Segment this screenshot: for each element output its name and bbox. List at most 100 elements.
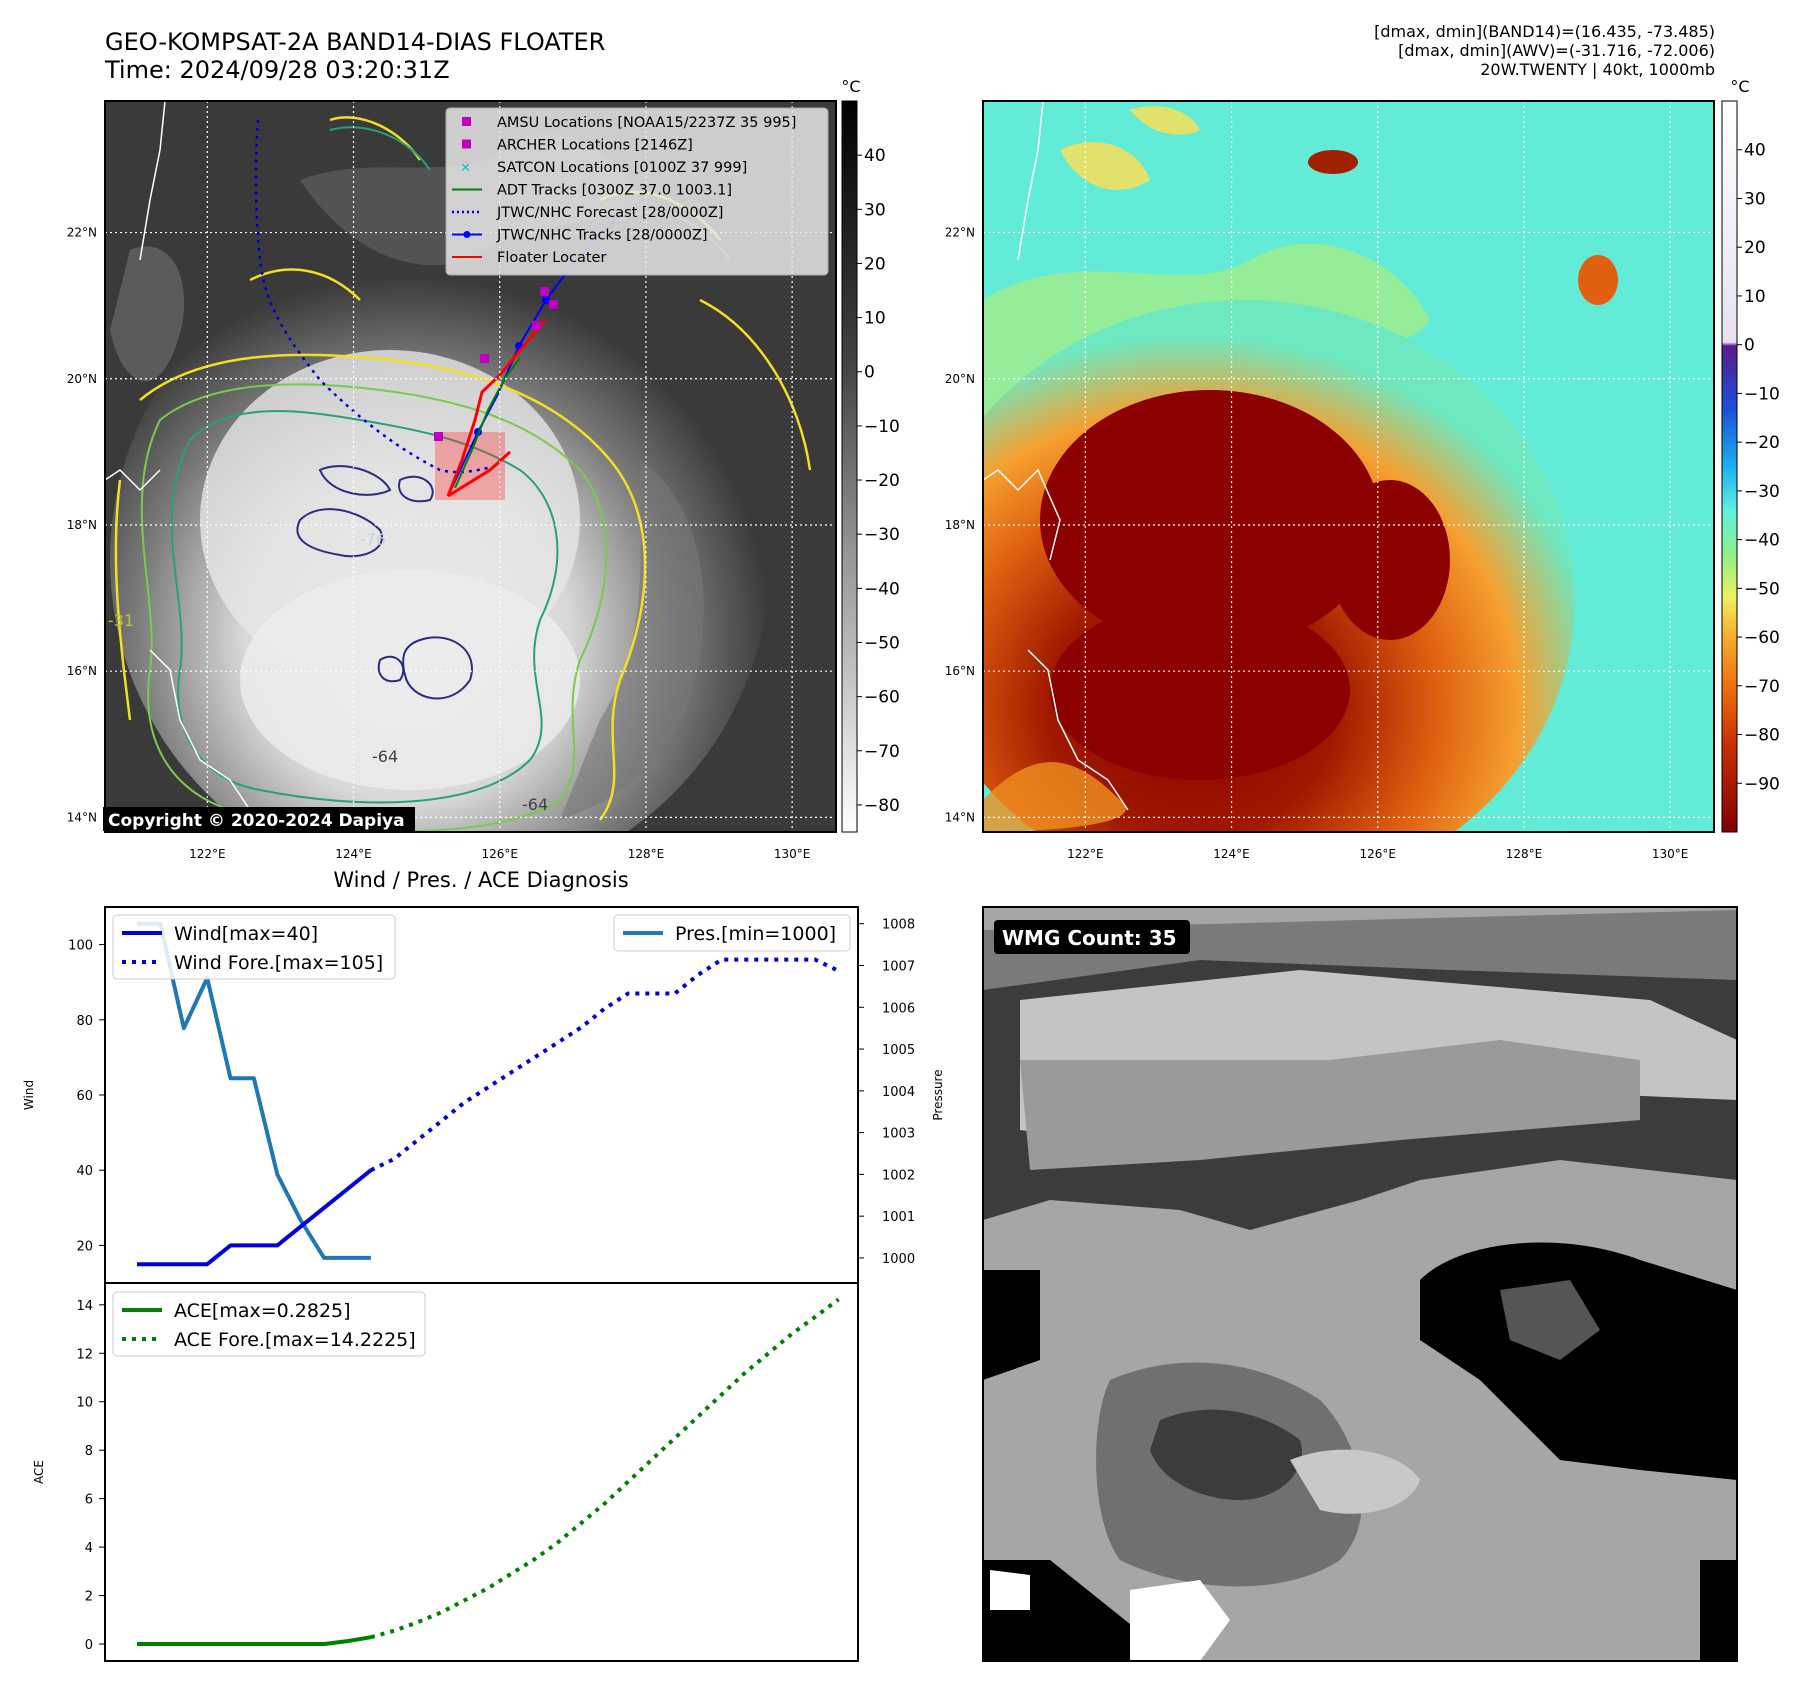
y-tick-label: 20 [76,1239,93,1254]
awv-frame [982,100,1715,833]
y-tick-label: 8 [85,1444,93,1459]
legend-marker-dot [463,231,471,238]
floater-locater-track [446,319,547,498]
colorbar-tick-label: −10 [1744,384,1780,404]
y-tick-label: 1001 [882,1210,915,1225]
ir-colorbar-ticks: 40 30 20 10 0 −10 −20 −30 −40 −50 −60 −70 −80 [857,146,900,816]
lon-tick-label: 122°E [1067,847,1104,861]
awv-imagery [983,101,1618,832]
colorbar-tick-label: 10 [864,309,886,329]
wmg-frame [982,906,1738,1662]
wmg-panel: WMG Count: 35 [982,906,1738,1662]
copyright-text: Copyright © 2020-2024 Dapiya [108,811,405,831]
lat-tick-label: 14°N [67,810,97,824]
info-line-3: 20W.TWENTY | 40kt, 1000mb [1480,60,1715,79]
legend-label: JTWC/NHC Tracks [28/0000Z] [496,228,708,244]
wind-legend: Wind[max=40] Wind Fore.[max=105] [112,914,396,980]
forecast-track [254,119,501,474]
y-tick-label: 1006 [882,1001,915,1016]
copyright-box [103,807,415,831]
legend-label: ARCHER Locations [2146Z] [497,138,693,154]
lon-tick-label: 122°E [189,847,226,861]
colorbar-tick-label: −70 [864,742,900,762]
lat-tick-label: 20°N [67,372,97,386]
lon-tick-label: 130°E [774,847,811,861]
colorbar-tick-label: 40 [864,146,886,166]
colorbar-tick-label: 0 [864,363,875,383]
series-line [137,1635,372,1646]
pressure-legend: Pres.[min=1000] [613,914,851,952]
lat-tick-label: 14°N [945,810,975,824]
storm-info: [dmax, dmin](BAND14)=(16.435, -73.485) [… [1374,22,1715,79]
y-tick-label: 1000 [882,1252,915,1267]
wmg-count-box [994,920,1190,954]
y-tick-label: 1003 [882,1127,915,1142]
y-tick-label: 1007 [882,959,915,974]
series-line [137,921,371,1260]
colorbar-tick-label: −20 [864,471,900,491]
y-tick-label: 4 [85,1541,93,1556]
series-line [370,1297,840,1640]
series-line [137,1168,373,1267]
diagnosis-charts: Wind / Pres. / ACE Diagnosis 20406080100… [22,868,945,1662]
lon-tick-label: 126°E [481,847,518,861]
y-tick-label: 1002 [882,1168,915,1183]
wind-forecast-legend-label: Wind Fore.[max=105] [174,952,383,974]
lat-tick-label: 18°N [945,518,975,532]
wmg-count-label: WMG Count: 35 [1002,926,1177,950]
colorbar-tick-label: −90 [1744,774,1780,794]
lat-tick-label: 16°N [945,664,975,678]
colorbar-tick-label: −40 [1744,531,1780,551]
contour-label: -76 [360,530,386,549]
ir-frame [104,100,837,833]
awv-panel: 122°E 124°E 126°E 128°E 130°E 22°N 20°N 18°N 16°… [945,77,1780,861]
wind-axis-label: Wind [22,1080,36,1110]
pressure-legend-label: Pres.[min=1000] [675,923,836,945]
y-tick-label: 12 [76,1347,93,1362]
lon-tick-label: 124°E [1213,847,1250,861]
y-tick-label: 1008 [882,918,915,933]
pressure-axis-label: Pressure [931,1069,945,1120]
colorbar-tick-label: −60 [864,688,900,708]
lat-tick-label: 20°N [945,372,975,386]
info-line-2: [dmax, dmin](AWV)=(-31.716, -72.006) [1398,41,1715,60]
ir-legend: AMSU Locations [NOAA15/2237Z 35 995] ARCH… [445,107,829,276]
diagnosis-title: Wind / Pres. / ACE Diagnosis [333,868,628,892]
colorbar-tick-label: −80 [864,796,900,816]
y-tick-label: 80 [76,1014,93,1029]
ace-legend: ACE[max=0.2825] ACE Fore.[max=14.2225] [112,1291,426,1357]
contour-label: -64 [372,747,398,766]
lon-tick-label: 126°E [1359,847,1396,861]
colorbar-tick-label: −60 [1744,628,1780,648]
colorbar-tick-label: −50 [864,633,900,653]
y-tick-label: 0 [85,1638,93,1653]
legend-marker [462,117,471,126]
lon-tick-label: 124°E [335,847,372,861]
ir-colorbar-unit: °C [841,77,860,96]
contour-label: -31 [108,611,134,630]
ir-panel: -76 -64 -64 -31 122°E 124°E 126°E 128°E 130°… [67,77,900,861]
y-tick-label: 10 [76,1396,93,1411]
awv-gridlines: 122°E 124°E 126°E 128°E 130°E 22°N 20°N 18°N 16°… [945,101,1714,861]
colorbar-tick-label: −80 [1744,726,1780,746]
ir-colorbar [841,100,858,833]
y-tick-label: 14 [76,1299,93,1314]
lat-tick-label: 22°N [67,226,97,240]
wind-legend-label: Wind[max=40] [174,923,318,945]
awv-colorbar-unit: °C [1730,77,1749,96]
contour-label: -64 [522,795,548,814]
y-tick-label: 40 [76,1164,93,1179]
title-line-2: Time: 2024/09/28 03:20:31Z [105,56,450,84]
legend-label: ADT Tracks [0300Z 37.0 1003.1] [497,183,732,199]
legend-marker [462,139,471,149]
y-tick-label: 1004 [882,1085,915,1100]
legend-label: JTWC/NHC Forecast [28/0000Z] [496,205,723,221]
lat-tick-label: 18°N [67,518,97,532]
ace-forecast-legend-label: ACE Fore.[max=14.2225] [174,1329,416,1351]
info-line-1: [dmax, dmin](BAND14)=(16.435, -73.485) [1374,22,1715,41]
y-tick-label: 1005 [882,1043,915,1058]
y-tick-label: 60 [76,1089,93,1104]
lon-tick-label: 128°E [628,847,665,861]
colorbar-tick-label: 20 [1744,238,1766,258]
ir-imagery [105,101,812,832]
